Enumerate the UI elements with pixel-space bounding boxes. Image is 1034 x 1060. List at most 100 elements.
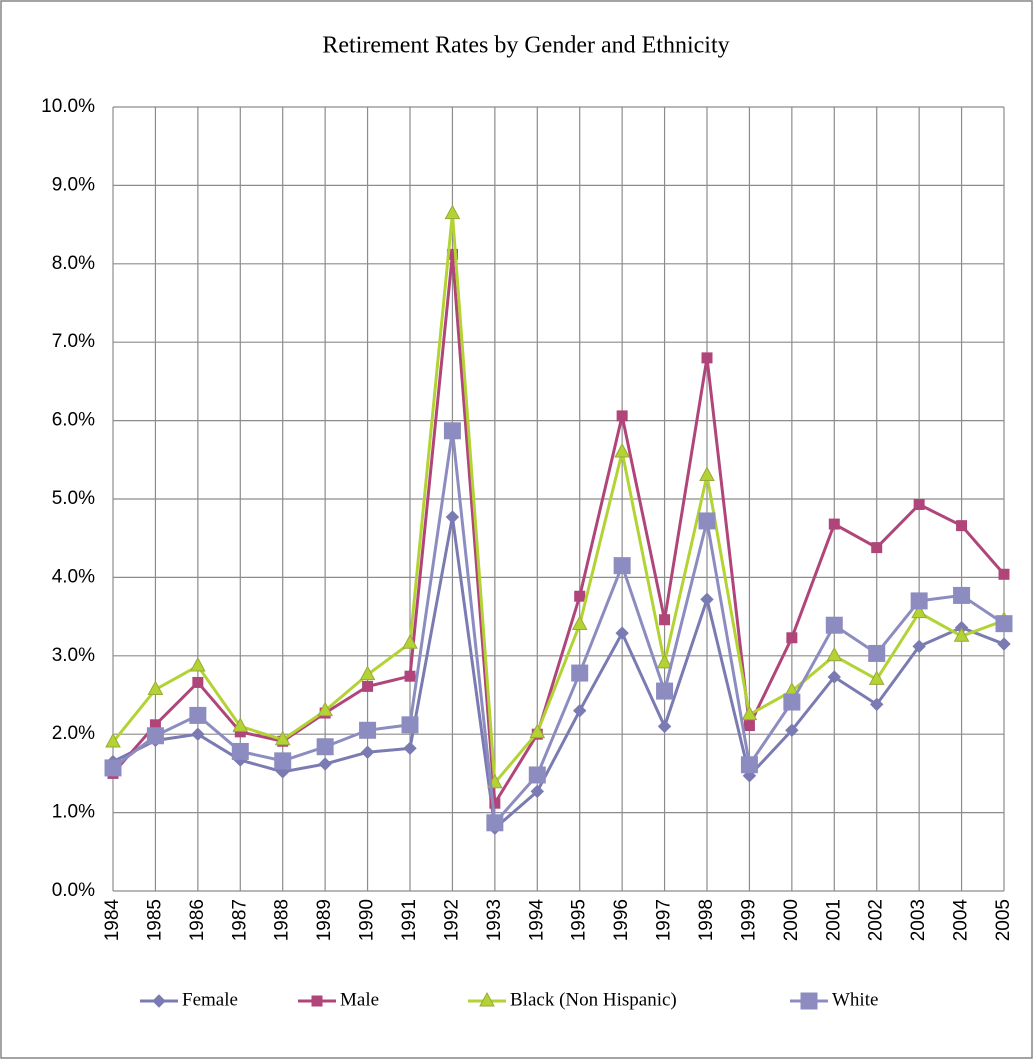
- data-point: [403, 741, 417, 756]
- x-tick-label: 2000: [781, 899, 802, 941]
- legend-label: Female: [182, 989, 238, 1010]
- data-point: [232, 717, 249, 732]
- data-point: [657, 719, 672, 734]
- data-point: [997, 637, 1011, 651]
- data-point: [998, 568, 1010, 580]
- data-point: [701, 352, 713, 364]
- legend-marker: [800, 992, 818, 1010]
- x-tick-label: 2005: [993, 899, 1014, 941]
- data-point: [192, 676, 204, 688]
- x-tick-label: 2003: [908, 899, 929, 941]
- data-point: [741, 705, 758, 721]
- data-point: [404, 670, 416, 682]
- y-tick-label: 7.0%: [52, 331, 95, 352]
- y-tick-label: 9.0%: [52, 174, 95, 195]
- data-point: [656, 653, 673, 669]
- data-point: [786, 632, 798, 644]
- data-point: [274, 752, 292, 770]
- data-point: [316, 738, 334, 756]
- data-point: [318, 757, 332, 771]
- legend-marker: [479, 991, 495, 1007]
- data-point: [700, 592, 714, 607]
- data-point: [783, 693, 801, 711]
- y-tick-label: 5.0%: [52, 488, 95, 509]
- data-point: [359, 721, 377, 739]
- y-tick-label: 10.0%: [41, 96, 95, 117]
- legend-label: Male: [340, 989, 379, 1010]
- x-tick-label: 1992: [441, 899, 462, 941]
- data-point: [613, 557, 631, 575]
- x-tick-label: 1987: [229, 899, 250, 941]
- y-tick-label: 8.0%: [52, 253, 95, 274]
- data-point: [528, 766, 546, 784]
- x-tick-label: 1999: [738, 899, 759, 941]
- data-point: [699, 466, 715, 481]
- data-point: [614, 442, 630, 458]
- data-point: [146, 727, 164, 745]
- x-tick-label: 1986: [187, 899, 208, 941]
- legend-label: Black (Non Hispanic): [510, 989, 677, 1010]
- data-point: [402, 634, 418, 649]
- data-point: [529, 723, 546, 739]
- x-tick-label: 1990: [357, 899, 378, 941]
- x-tick-label: 2001: [823, 899, 844, 941]
- x-tick-label: 2002: [866, 899, 887, 941]
- data-point: [826, 646, 843, 662]
- data-point: [571, 615, 588, 630]
- x-tick-label: 1997: [654, 899, 675, 941]
- y-tick-label: 3.0%: [52, 645, 95, 666]
- series-line: [111, 254, 1006, 808]
- data-point: [698, 512, 716, 530]
- data-point: [274, 730, 291, 746]
- data-point: [910, 592, 928, 610]
- data-point: [615, 626, 629, 640]
- data-point: [825, 616, 843, 634]
- data-point: [104, 759, 122, 777]
- data-point: [489, 797, 501, 809]
- data-point: [574, 590, 586, 602]
- data-point: [656, 682, 674, 700]
- data-point: [571, 664, 589, 682]
- data-point: [444, 204, 461, 220]
- data-point: [486, 814, 504, 832]
- series-line: [112, 430, 1005, 827]
- y-tick-label: 6.0%: [52, 410, 95, 431]
- data-point: [827, 670, 841, 684]
- x-tick-label: 1995: [569, 899, 590, 941]
- data-point: [147, 680, 164, 696]
- data-point: [743, 720, 755, 732]
- legend-label: White: [832, 989, 878, 1010]
- data-point: [530, 784, 544, 799]
- y-tick-label: 0.0%: [52, 880, 95, 901]
- data-point: [362, 680, 374, 692]
- x-tick-label: 1998: [696, 899, 717, 941]
- x-tick-label: 1988: [272, 899, 293, 941]
- data-point: [317, 701, 333, 717]
- y-tick-label: 2.0%: [52, 723, 95, 744]
- data-point: [871, 542, 883, 554]
- data-point: [189, 706, 207, 724]
- legend-marker: [152, 994, 166, 1008]
- data-point: [190, 656, 206, 672]
- data-point: [105, 732, 121, 748]
- x-tick-label: 1996: [611, 899, 632, 941]
- data-point: [995, 615, 1013, 633]
- data-point: [231, 742, 249, 760]
- x-tick-label: 1993: [484, 899, 505, 941]
- x-tick-label: 1991: [399, 899, 420, 941]
- data-point: [953, 586, 971, 604]
- x-tick-label: 2004: [951, 899, 972, 942]
- data-point: [868, 644, 886, 662]
- x-tick-label: 1989: [314, 899, 335, 941]
- data-point: [359, 665, 376, 681]
- data-point: [828, 518, 840, 530]
- legend-marker: [311, 995, 323, 1007]
- series-line: [111, 213, 1005, 787]
- data-point: [573, 703, 587, 718]
- data-point: [616, 410, 628, 422]
- data-point: [401, 716, 419, 734]
- series-line: [112, 516, 1005, 832]
- data-point: [443, 422, 461, 440]
